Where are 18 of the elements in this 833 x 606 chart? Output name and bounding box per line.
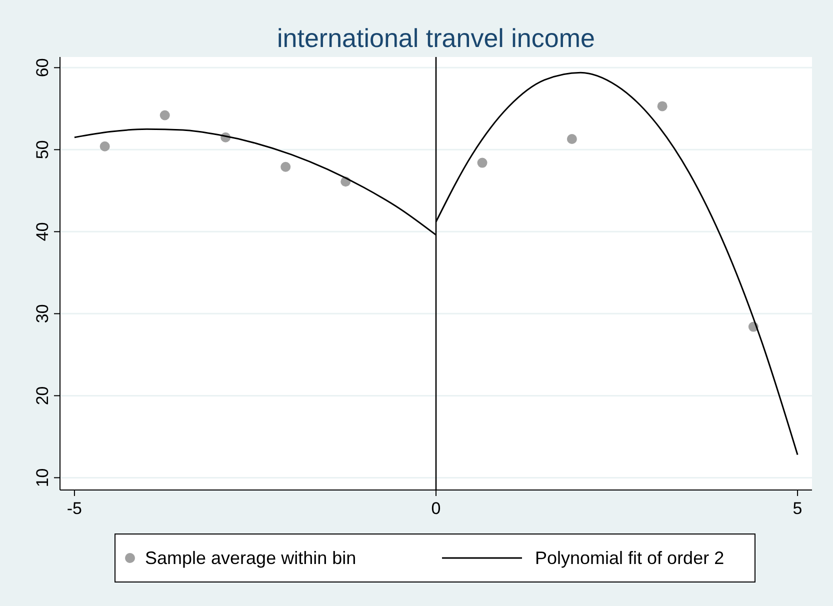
point xyxy=(477,158,488,168)
y-tick-label: 20 xyxy=(33,386,52,406)
point xyxy=(100,141,110,152)
chart-title: international tranvel income xyxy=(277,23,595,53)
point xyxy=(566,134,577,144)
legend-label: Polynomial fit of order 2 xyxy=(535,548,724,568)
y-tick-label: 60 xyxy=(33,58,52,78)
x-tick-label: 0 xyxy=(431,499,441,518)
y-tick-label: 10 xyxy=(33,468,52,488)
point xyxy=(657,101,668,112)
y-tick-label: 50 xyxy=(33,140,52,160)
y-tick-label: 40 xyxy=(33,222,52,242)
legend-label: Sample average within bin xyxy=(145,548,356,568)
x-tick-label: -5 xyxy=(66,499,82,518)
point xyxy=(280,162,291,172)
point xyxy=(160,110,170,120)
x-tick-label: 5 xyxy=(792,499,802,518)
y-tick-label: 30 xyxy=(33,304,52,324)
